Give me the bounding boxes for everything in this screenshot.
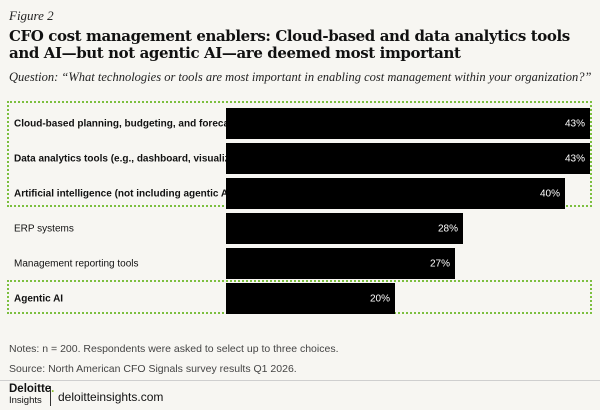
chart-title: CFO cost management enablers: Cloud-base… bbox=[9, 27, 570, 62]
deloitte-logo[interactable]: Deloitte. Insights bbox=[9, 383, 55, 406]
bar-value-label-3: 28% bbox=[437, 223, 458, 234]
site-link[interactable]: deloitteinsights.com bbox=[58, 390, 164, 404]
logo-dot: . bbox=[51, 383, 55, 395]
category-label-1: Data analytics tools (e.g., dashboard, v… bbox=[14, 153, 257, 164]
bar-value-label-1: 43% bbox=[564, 153, 585, 164]
chart-notes: Notes: n = 200. Respondents were asked t… bbox=[9, 343, 339, 355]
bar-value-label-5: 20% bbox=[369, 293, 390, 304]
footer-separator bbox=[50, 386, 51, 406]
footer-divider bbox=[0, 380, 600, 381]
category-label-5: Agentic AI bbox=[14, 293, 64, 304]
bar-3: 28% bbox=[226, 213, 463, 244]
figure-label: Figure 2 bbox=[9, 8, 54, 23]
survey-question: Question: “What technologies or tools ar… bbox=[9, 70, 592, 84]
bar-2: 40% bbox=[226, 178, 565, 209]
category-label-0: Cloud-based planning, budgeting, and for… bbox=[14, 118, 253, 129]
category-label-2: Artificial intelligence (not including a… bbox=[14, 188, 235, 199]
logo-sub: Insights bbox=[9, 395, 42, 406]
category-label-4: Management reporting tools bbox=[14, 258, 139, 269]
bar-value-label-2: 40% bbox=[539, 188, 560, 199]
chart-source: Source: North American CFO Signals surve… bbox=[9, 363, 297, 375]
bar-0: 43% bbox=[226, 108, 590, 139]
category-label-3: ERP systems bbox=[14, 223, 74, 234]
bar-4: 27% bbox=[226, 248, 455, 279]
bar-5: 20% bbox=[226, 283, 395, 314]
bar-value-label-4: 27% bbox=[429, 258, 450, 269]
bar-1: 43% bbox=[226, 143, 590, 174]
logo-brand: Deloitte bbox=[9, 383, 52, 395]
bar-value-label-0: 43% bbox=[564, 118, 585, 129]
